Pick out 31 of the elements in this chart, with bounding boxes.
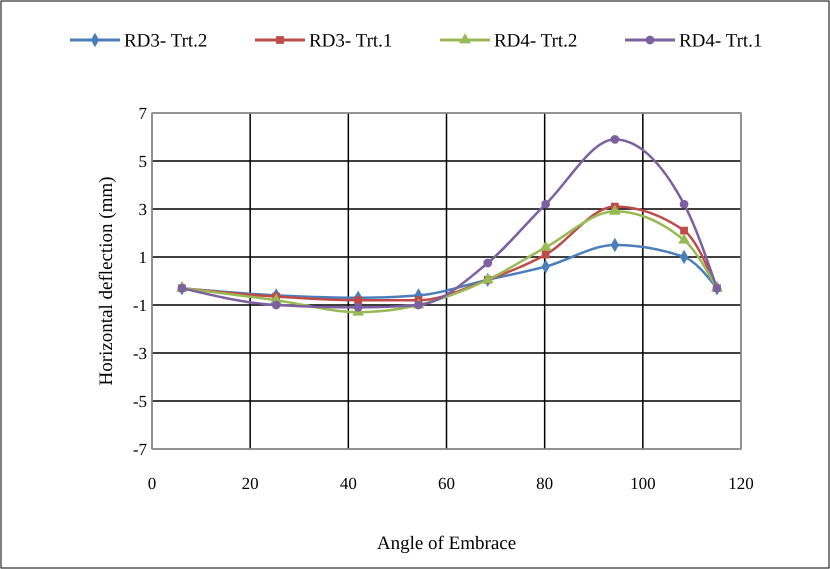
point [354,303,363,312]
point [542,250,550,258]
legend-label: RD3- Trt.1 [309,30,392,52]
legend-label: RD3- Trt.2 [124,30,208,52]
x-tick-label: 120 [728,474,754,493]
x-tick-label: 0 [148,474,156,493]
y-tick-label: -7 [132,440,148,459]
y-tick-label: 5 [138,152,147,171]
point [272,300,281,310]
point [414,300,423,310]
point [482,273,494,284]
point [680,200,688,209]
point [483,258,492,268]
point [610,135,620,144]
x-tick-label: 40 [340,474,357,493]
y-tick-label: 1 [138,248,147,267]
y-tick-label: 3 [138,200,147,219]
x-tick-label: 60 [438,474,455,493]
x-tick-label: 80 [536,474,554,493]
y-tick-label: -5 [132,392,147,411]
x-tick-label: 100 [630,474,656,493]
x-axis-title: Angle of Embrace [376,533,516,554]
y-axis-title: Horizontal deflection (mm) [96,176,117,386]
point [680,226,688,234]
y-tick-label: 7 [138,104,148,123]
x-tick-label: 20 [242,474,259,493]
legend-label: RD4- Trt.2 [494,30,578,52]
legend-label: RD4- Trt.1 [679,30,762,52]
point [541,200,550,209]
y-tick-label: -3 [132,344,147,363]
y-tick-label: -1 [132,296,147,315]
